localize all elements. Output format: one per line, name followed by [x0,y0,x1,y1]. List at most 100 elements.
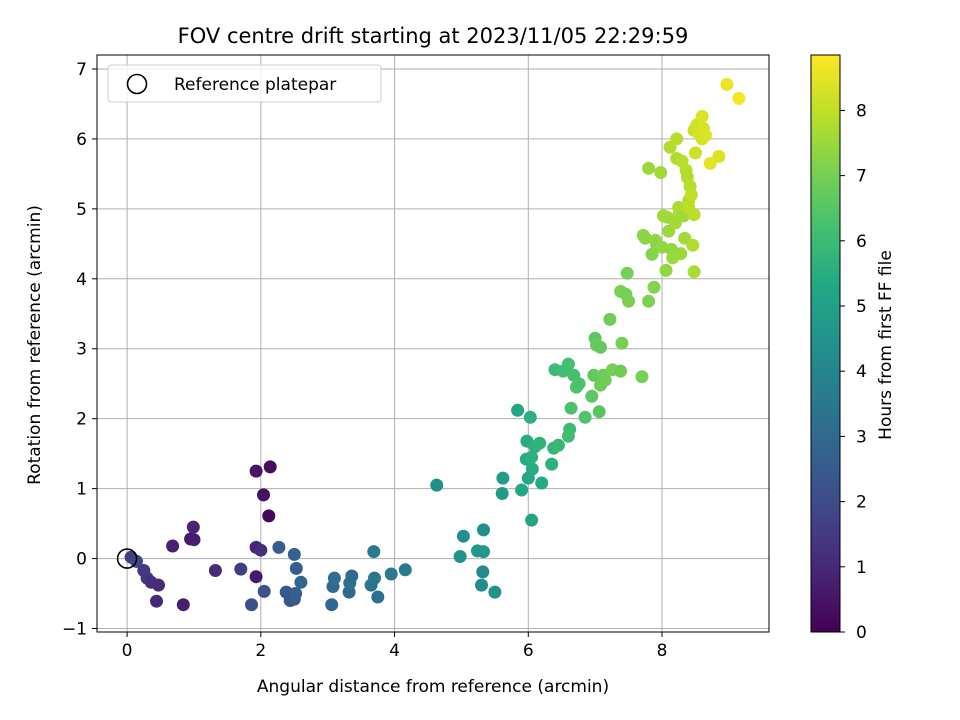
y-tick-label: −1 [62,620,87,640]
data-point [327,571,341,585]
data-point [371,590,385,604]
data-point [289,587,303,600]
reference-marker [116,548,138,569]
data-point [687,208,701,221]
data-point [166,539,180,553]
data-point [688,146,702,160]
y-tick-label: 4 [76,270,87,290]
data-point [732,91,746,105]
x-tick-label: 6 [523,641,534,661]
data-point [670,132,684,146]
colorbar [810,54,841,633]
data-point [545,457,559,471]
data-point [720,77,734,91]
data-point [686,238,700,252]
data-point [615,336,629,350]
data-point [620,266,634,280]
data-point [325,598,339,612]
data-point [488,585,502,599]
data-point [475,578,488,592]
data-point [152,578,165,592]
grid-lines [97,55,769,632]
data-point [572,377,586,391]
data-point [635,370,649,384]
data-point [684,188,698,202]
x-tick-label: 4 [389,641,400,661]
data-point [187,533,201,547]
data-point [453,550,467,563]
data-point [712,149,726,163]
data-point [598,373,612,387]
data-point [535,476,549,490]
data-point [257,488,270,502]
reference-platepar-marker [116,548,138,569]
data-point [511,403,525,417]
data-point [368,571,381,585]
data-point [638,231,652,245]
data-point [345,569,359,583]
data-point [272,540,286,554]
data-point [367,545,381,559]
data-point [294,575,308,589]
data-point [477,523,490,537]
data-point [176,598,190,612]
data-point [476,565,490,579]
data-point [150,594,163,608]
data-point [642,161,656,175]
data-point [289,561,303,575]
data-point [287,547,301,561]
y-tick-label: 0 [76,550,87,570]
y-tick-label: 2 [76,410,87,430]
y-axis-label: Rotation from reference (arcmin) [25,205,45,485]
x-tick-label: 0 [122,641,133,661]
data-point [234,562,248,576]
data-point [263,460,277,474]
data-point [659,263,673,277]
data-point [515,483,529,497]
colorbar-ticks: 0 1 2 3 4 5 6 7 8 [840,101,867,643]
data-point [525,450,539,464]
data-point [592,405,606,419]
colorbar-tick-label: 6 [856,232,867,252]
data-point [594,340,607,354]
plot-frame [96,54,770,633]
colorbar-label: Hours from first FF file [876,250,896,440]
colorbar-tick-label: 2 [856,493,867,513]
colorbar-tick-label: 4 [856,362,867,382]
data-point [642,294,656,308]
colorbar-tick-label: 0 [856,623,867,643]
data-point [622,294,636,308]
y-tick-label: 5 [76,200,87,220]
y-tick-label: 7 [76,60,87,80]
data-point [186,520,200,534]
data-point [703,156,717,170]
x-tick-label: 8 [657,641,668,661]
data-point [257,584,271,598]
data-point [249,464,263,478]
data-point [603,312,617,326]
data-point [254,543,268,557]
legend-box [107,64,382,103]
y-axis-ticks: −1 0 1 2 3 4 5 6 7 [62,60,97,640]
data-point [585,389,599,403]
colorbar-tick-label: 3 [856,427,867,447]
y-tick-label: 6 [76,130,87,150]
colorbar-tick-label: 8 [856,101,867,121]
data-point [249,570,263,584]
legend: Reference platepar [107,64,382,103]
data-point [695,110,709,123]
colorbar-tick-label: 1 [856,558,867,578]
data-points [124,77,746,612]
data-point [551,438,565,452]
data-point [561,357,575,371]
y-tick-label: 3 [76,340,87,360]
data-point [674,247,688,261]
chart-title: FOV centre drift starting at 2023/11/05 … [178,24,689,48]
data-point [533,436,547,450]
y-tick-label: 1 [76,480,87,500]
data-point [456,529,470,543]
data-point [521,471,535,485]
data-point [587,368,601,382]
colorbar-tick-label: 7 [856,167,867,187]
